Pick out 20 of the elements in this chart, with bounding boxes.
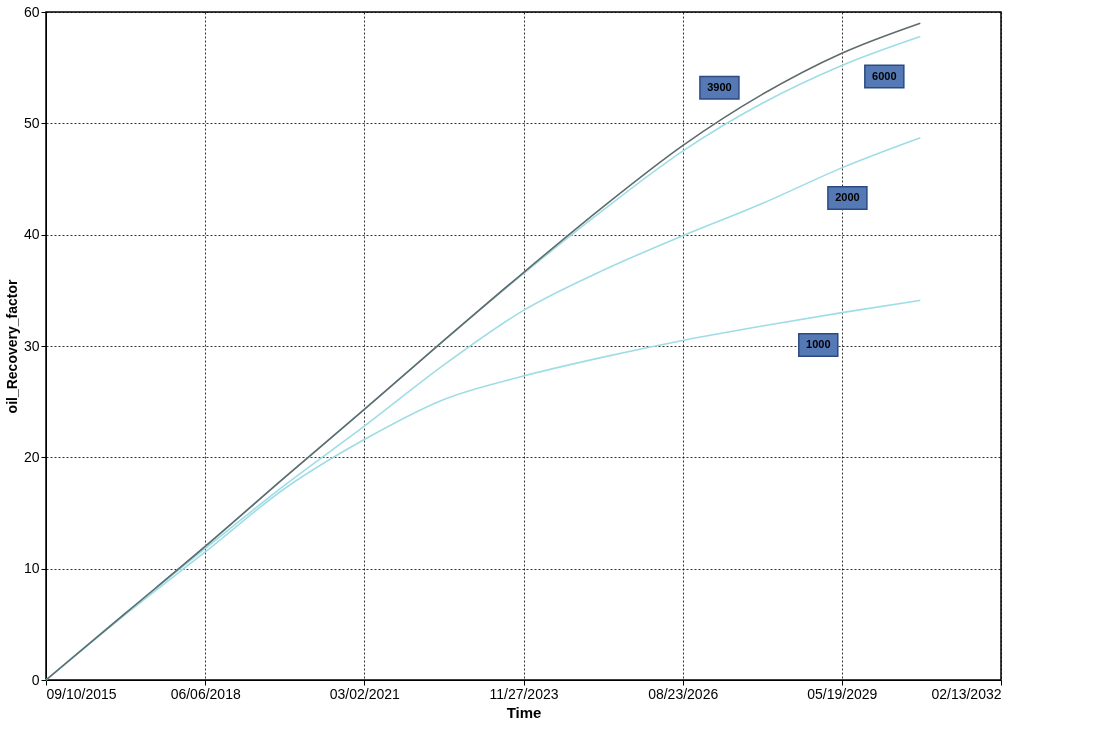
- y-tick-label: 10: [23, 560, 40, 577]
- y-tick-label: 40: [23, 226, 40, 243]
- x-tick-label: 05/19/2029: [807, 685, 878, 702]
- y-tick-label: 60: [23, 3, 40, 20]
- y-tick-label: 20: [23, 448, 40, 465]
- y-axis-title: oil_Recovery_factor: [3, 279, 20, 414]
- x-tick-label: 08/23/2026: [648, 685, 719, 702]
- y-tick-label: 50: [23, 114, 40, 131]
- x-axis-title: Time: [506, 703, 542, 721]
- annotation: 2000: [835, 190, 860, 203]
- annotation: 6000: [872, 69, 897, 82]
- x-tick-label: 11/27/2023: [489, 685, 559, 702]
- x-tick-label: 09/10/2015: [46, 685, 117, 702]
- y-tick-label: 30: [23, 337, 40, 354]
- x-tick-label: 06/06/2018: [170, 685, 241, 702]
- annotation: 3900: [707, 80, 732, 93]
- x-tick-label: 02/13/2032: [931, 685, 1002, 702]
- y-tick-label: 0: [31, 671, 40, 688]
- x-tick-label: 03/02/2021: [329, 685, 401, 702]
- annotation: 1000: [806, 337, 831, 350]
